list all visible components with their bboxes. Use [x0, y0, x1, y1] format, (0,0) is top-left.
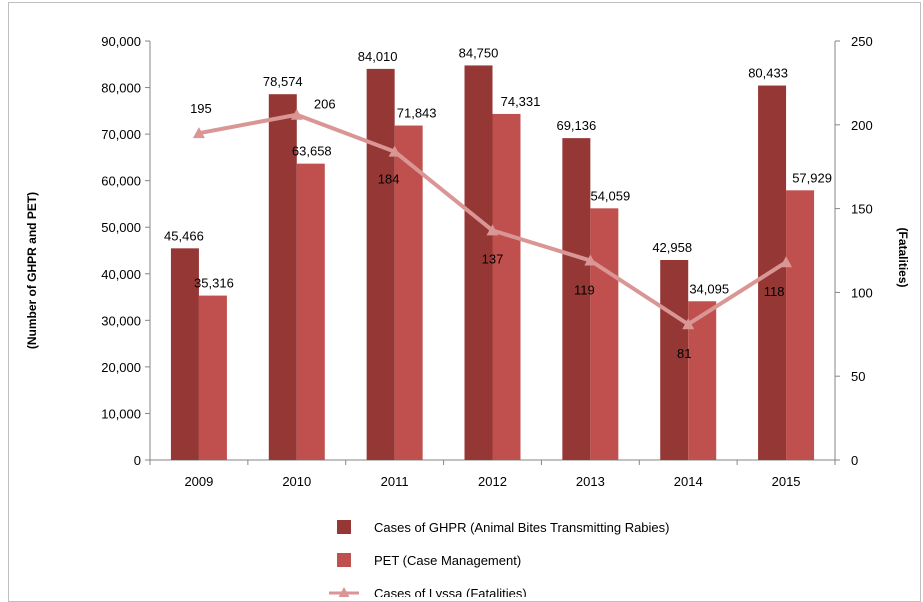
data-label-lyssa: 119	[574, 283, 595, 298]
data-label-pet: 74,331	[501, 94, 541, 109]
data-label-lyssa: 137	[482, 251, 504, 266]
y-axis-title-right: (Fatalities)	[896, 227, 910, 287]
left-tick-label: 30,000	[101, 313, 141, 328]
legend-swatch	[337, 553, 351, 567]
x-tick-label: 2010	[282, 474, 311, 489]
right-tick-label: 200	[851, 118, 873, 133]
data-label-ghpr: 84,010	[358, 49, 398, 64]
data-label-pet: 63,658	[292, 144, 332, 159]
legend-marker	[338, 587, 350, 597]
left-tick-label: 80,000	[101, 81, 141, 96]
data-label-pet: 35,316	[194, 276, 234, 291]
x-tick-label: 2012	[478, 474, 507, 489]
marker-lyssa	[780, 256, 793, 268]
left-tick-label: 20,000	[101, 360, 141, 375]
bar-ghpr	[464, 65, 493, 461]
bar-ghpr	[660, 260, 689, 460]
left-tick-label: 60,000	[101, 174, 141, 189]
data-label-ghpr: 78,574	[263, 74, 303, 89]
legend-label: Cases of Lyssa (Fatalities)	[374, 586, 527, 597]
bar-ghpr	[170, 248, 199, 460]
data-label-lyssa: 206	[314, 97, 336, 112]
data-label-ghpr: 42,958	[652, 240, 692, 255]
left-tick-label: 40,000	[101, 267, 141, 282]
x-tick-label: 2015	[772, 474, 801, 489]
marker-lyssa	[682, 318, 695, 330]
data-label-pet: 34,095	[689, 281, 729, 296]
data-label-lyssa: 118	[764, 284, 785, 299]
bar-ghpr	[366, 68, 395, 460]
bar-pet	[688, 301, 717, 460]
bar-pet	[492, 113, 521, 460]
left-tick-label: 0	[134, 453, 141, 468]
bar-pet	[786, 190, 815, 460]
data-label-lyssa: 184	[378, 172, 400, 187]
data-label-ghpr: 45,466	[164, 228, 204, 243]
right-tick-label: 250	[851, 34, 873, 49]
bar-pet	[296, 163, 325, 460]
right-tick-label: 0	[851, 453, 858, 468]
bar-ghpr	[268, 94, 297, 461]
data-label-lyssa: 195	[190, 101, 212, 116]
right-tick-label: 150	[851, 202, 873, 217]
data-label-ghpr: 84,750	[459, 45, 499, 60]
data-label-pet: 54,059	[590, 188, 630, 203]
marker-lyssa	[192, 127, 205, 139]
left-tick-label: 70,000	[101, 127, 141, 142]
data-label-lyssa: 81	[677, 346, 691, 361]
data-label-pet: 71,843	[397, 106, 437, 121]
x-tick-label: 2009	[184, 474, 213, 489]
bar-pet	[198, 295, 227, 460]
bar-pet	[394, 125, 423, 461]
marker-lyssa	[388, 145, 401, 157]
legend-label: PET (Case Management)	[374, 553, 521, 568]
left-tick-label: 10,000	[101, 406, 141, 421]
marker-lyssa	[290, 108, 303, 120]
x-tick-label: 2011	[381, 474, 409, 489]
x-tick-label: 2013	[576, 474, 605, 489]
right-tick-label: 100	[851, 285, 873, 300]
marker-lyssa	[584, 254, 597, 266]
bar-ghpr	[562, 138, 591, 460]
left-tick-label: 90,000	[101, 34, 141, 49]
legend-swatch	[337, 520, 351, 534]
marker-lyssa	[486, 224, 499, 236]
legend-label: Cases of GHPR (Animal Bites Transmitting…	[374, 520, 669, 535]
x-tick-label: 2014	[674, 474, 703, 489]
right-tick-label: 50	[851, 369, 865, 384]
data-label-ghpr: 80,433	[748, 66, 788, 81]
bar-pet	[590, 208, 619, 460]
data-label-ghpr: 69,136	[556, 118, 596, 133]
y-axis-title-left: (Number of GHPR and PET)	[25, 192, 39, 349]
left-tick-label: 50,000	[101, 220, 141, 235]
data-label-pet: 57,929	[792, 170, 832, 185]
